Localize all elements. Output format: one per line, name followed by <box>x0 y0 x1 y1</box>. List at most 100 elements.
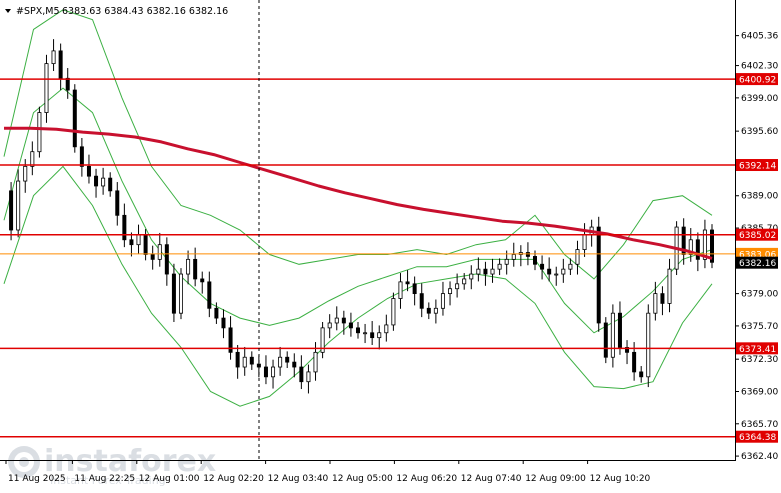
candle <box>625 340 630 365</box>
collapse-arrow-icon[interactable] <box>5 9 11 13</box>
candle <box>72 84 77 153</box>
x-tick-label: 12 Aug 06:20 <box>396 474 457 484</box>
x-tick-label: 12 Aug 02:20 <box>203 474 264 484</box>
candle <box>150 245 155 270</box>
candle <box>221 309 226 339</box>
candle <box>540 255 545 280</box>
x-tick-label: 12 Aug 09:00 <box>525 474 586 484</box>
candle <box>575 240 580 275</box>
candle <box>164 237 169 286</box>
candle <box>299 355 304 390</box>
candle <box>186 250 191 285</box>
y-tick-label: 6395.60 <box>741 127 778 137</box>
candle <box>79 138 84 177</box>
candle <box>660 286 665 316</box>
candle <box>178 268 183 320</box>
candle <box>129 232 134 257</box>
candle <box>157 232 162 267</box>
candle <box>511 242 516 267</box>
candle <box>412 276 417 306</box>
y-tick-label: 6389.00 <box>741 192 778 202</box>
candle <box>171 263 176 322</box>
candle <box>455 273 460 298</box>
candle <box>348 312 353 337</box>
candle <box>419 283 424 318</box>
x-tick-label: 12 Aug 03:40 <box>268 474 329 484</box>
level-price-tag: 6385.02 <box>736 228 778 241</box>
time-axis: 11 Aug 2025 11 Aug 22:25 12 Aug 01:00 12 Au… <box>5 460 651 484</box>
candle <box>391 292 396 331</box>
candle <box>341 310 346 335</box>
level-price-tag: 6364.38 <box>736 430 778 443</box>
ohlc-readout: 6383.63 6384.43 6382.16 6382.16 <box>62 6 228 17</box>
candle <box>30 141 35 176</box>
candle <box>504 250 509 275</box>
logo-tagline: Instant Forex Trading <box>50 474 166 487</box>
x-tick-label: 12 Aug 05:00 <box>332 474 393 484</box>
svg-text:6373.41: 6373.41 <box>739 345 776 355</box>
y-tick-label: 6365.70 <box>741 420 778 430</box>
x-tick-label: 12 Aug 10:20 <box>590 474 651 484</box>
y-tick-label: 6379.00 <box>741 290 778 300</box>
candle <box>398 273 403 309</box>
candle <box>9 182 14 241</box>
candle <box>617 301 622 355</box>
y-tick-label: 6362.40 <box>741 452 778 462</box>
candle <box>263 355 268 385</box>
candle <box>228 316 233 360</box>
candle <box>16 169 21 238</box>
candle <box>242 346 247 376</box>
candle <box>327 314 332 339</box>
svg-text:6382.16: 6382.16 <box>739 259 776 269</box>
y-tick-label: 6399.00 <box>741 94 778 104</box>
candle <box>108 172 113 197</box>
candle <box>363 323 368 344</box>
candle <box>384 314 389 342</box>
price-axis: 6405.366402.306399.006395.606392.306389.… <box>735 32 778 462</box>
candle <box>235 345 240 379</box>
candle <box>86 154 91 184</box>
candle <box>483 261 488 286</box>
x-tick-label: 12 Aug 07:40 <box>461 474 522 484</box>
candle <box>596 216 601 332</box>
svg-text:6383.06: 6383.06 <box>739 250 776 260</box>
svg-text:6364.38: 6364.38 <box>739 433 776 443</box>
y-tick-label: 6402.30 <box>741 62 778 72</box>
candle <box>377 325 382 350</box>
candle <box>603 317 608 364</box>
lower-band-line <box>3 165 713 407</box>
candle <box>667 258 672 313</box>
candle <box>497 258 502 276</box>
candle <box>405 270 410 292</box>
moving-average-line <box>4 126 713 260</box>
y-tick-label: 6372.30 <box>741 355 778 365</box>
level-price-tag: 6400.92 <box>736 73 778 86</box>
candle <box>448 281 453 306</box>
moving-average <box>4 126 713 260</box>
level-price-tag: 6392.14 <box>736 159 778 172</box>
candle <box>561 258 566 283</box>
candle <box>278 346 283 376</box>
candle <box>207 271 212 318</box>
candlesticks <box>9 39 715 394</box>
level-price-tag: 6373.41 <box>736 342 778 355</box>
candle <box>639 366 644 383</box>
x-tick-label: 11 Aug 2025 <box>8 474 66 484</box>
y-tick-label: 6405.36 <box>741 32 778 42</box>
candle <box>115 182 120 226</box>
candle <box>610 304 615 368</box>
x-tick-label: 11 Aug 22:25 <box>74 474 135 484</box>
candle <box>65 68 70 99</box>
y-tick-label: 6369.00 <box>741 387 778 397</box>
upper-band-line <box>3 9 713 280</box>
price-tags: 6400.92 6392.14 6385.02 6373.41 6364.38 6383.… <box>736 73 778 443</box>
candle <box>249 351 254 370</box>
svg-text:6392.14: 6392.14 <box>739 162 776 172</box>
candle <box>94 168 99 198</box>
chart-header: #SPX,M5 6383.63 6384.43 6382.16 6382.16 <box>5 6 228 17</box>
candle <box>334 306 339 331</box>
candle <box>688 228 693 262</box>
candle <box>292 353 297 378</box>
